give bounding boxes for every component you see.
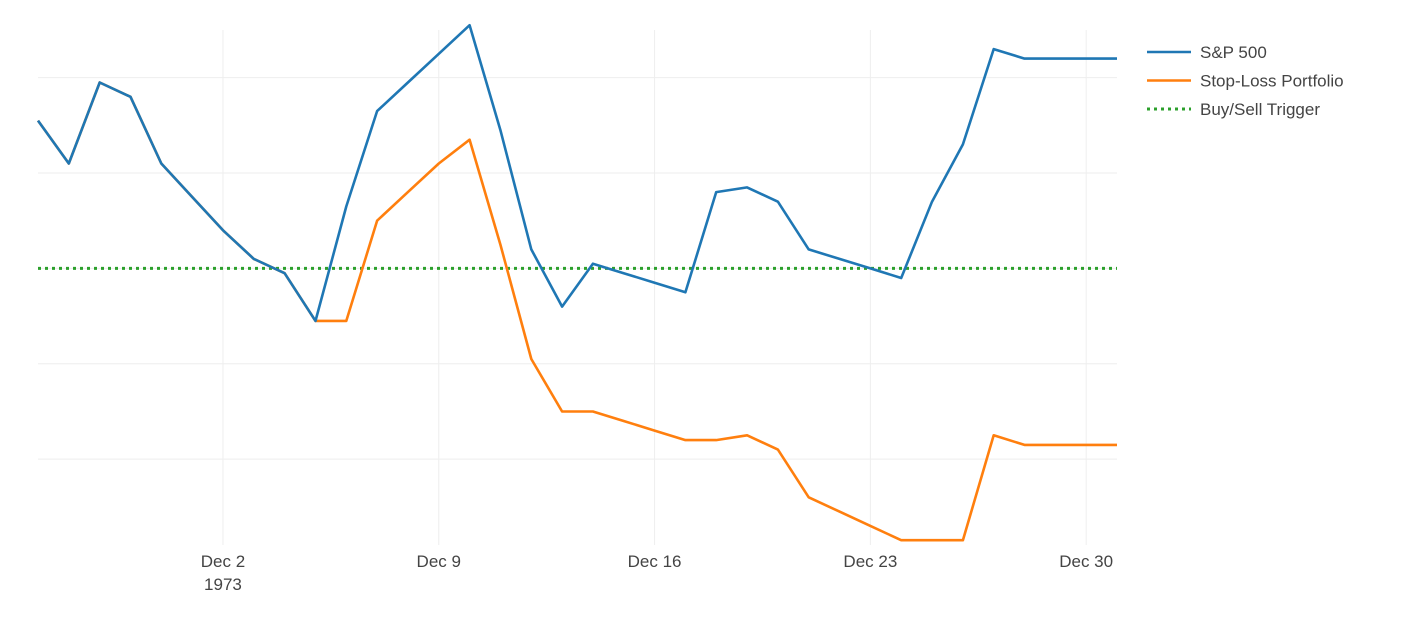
x-tick-label: Dec 16 — [628, 552, 682, 571]
legend-label: Buy/Sell Trigger — [1200, 100, 1320, 119]
x-axis: Dec 2 1973 Dec 9 Dec 16 Dec 23 Dec 30 — [201, 552, 1113, 594]
series-line-stop-loss-portfolio — [36, 81, 1117, 542]
series-line-s-p-500 — [36, 23, 1117, 323]
grid-layer — [38, 30, 1117, 545]
series-layer — [36, 23, 1117, 542]
x-tick-sublabel: 1973 — [204, 575, 242, 594]
x-tick-label: Dec 30 — [1059, 552, 1113, 571]
legend-item[interactable]: S&P 500 — [1147, 43, 1267, 62]
x-tick-label: Dec 23 — [843, 552, 897, 571]
legend-label: Stop-Loss Portfolio — [1200, 72, 1344, 91]
x-tick-label: Dec 2 — [201, 552, 245, 571]
legend-label: S&P 500 — [1200, 43, 1267, 62]
legend[interactable]: S&P 500 Stop-Loss Portfolio Buy/Sell Trigg… — [1147, 43, 1344, 119]
legend-item[interactable]: Stop-Loss Portfolio — [1147, 72, 1344, 91]
x-tick-label: Dec 9 — [417, 552, 461, 571]
legend-item[interactable]: Buy/Sell Trigger — [1147, 100, 1320, 119]
